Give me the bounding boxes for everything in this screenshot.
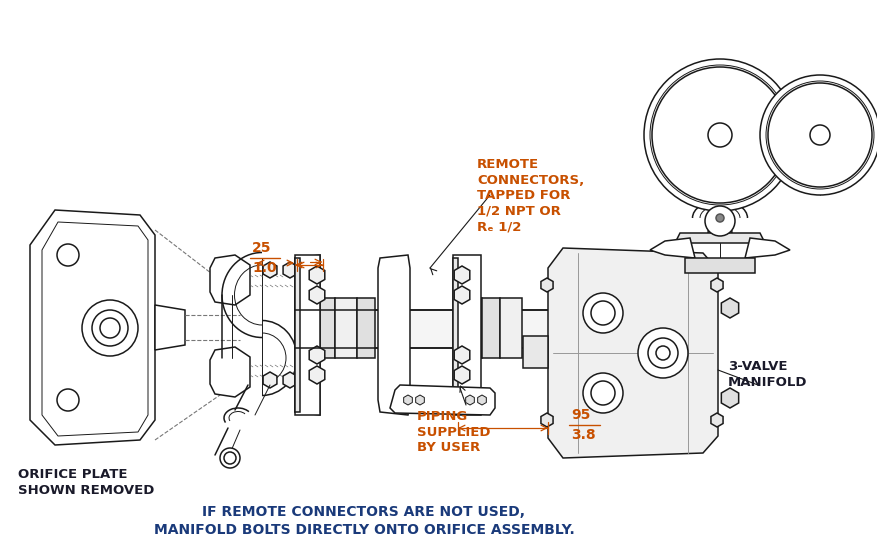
Polygon shape bbox=[650, 238, 695, 258]
Polygon shape bbox=[283, 372, 297, 388]
Circle shape bbox=[583, 373, 623, 413]
Polygon shape bbox=[295, 255, 320, 415]
Bar bbox=[295, 258, 300, 412]
Polygon shape bbox=[478, 395, 487, 405]
Circle shape bbox=[766, 81, 874, 189]
Polygon shape bbox=[378, 255, 410, 415]
Polygon shape bbox=[711, 278, 723, 292]
Polygon shape bbox=[310, 346, 324, 364]
Circle shape bbox=[591, 381, 615, 405]
Circle shape bbox=[638, 328, 688, 378]
Circle shape bbox=[708, 123, 732, 147]
Polygon shape bbox=[42, 222, 148, 436]
Polygon shape bbox=[454, 366, 470, 384]
Polygon shape bbox=[722, 388, 738, 408]
Circle shape bbox=[220, 448, 240, 468]
Polygon shape bbox=[310, 286, 324, 304]
Polygon shape bbox=[541, 278, 553, 292]
Polygon shape bbox=[310, 366, 324, 384]
Polygon shape bbox=[745, 238, 790, 258]
Circle shape bbox=[650, 65, 790, 205]
Circle shape bbox=[583, 293, 623, 333]
Circle shape bbox=[705, 206, 735, 236]
Bar bbox=[295, 310, 555, 348]
Circle shape bbox=[760, 75, 877, 195]
Circle shape bbox=[768, 83, 872, 187]
Polygon shape bbox=[685, 258, 755, 273]
Polygon shape bbox=[263, 262, 277, 278]
Polygon shape bbox=[210, 347, 250, 397]
Bar bbox=[453, 258, 458, 412]
Circle shape bbox=[648, 338, 678, 368]
Circle shape bbox=[57, 244, 79, 266]
Polygon shape bbox=[548, 248, 718, 458]
Circle shape bbox=[57, 389, 79, 411]
Circle shape bbox=[810, 125, 830, 145]
Text: ORIFICE PLATE
SHOWN REMOVED: ORIFICE PLATE SHOWN REMOVED bbox=[18, 468, 154, 496]
Bar bbox=[482, 298, 500, 358]
Polygon shape bbox=[711, 413, 723, 427]
Text: REMOTE
CONNECTORS,
TAPPED FOR
1/2 NPT OR
Rₑ 1/2: REMOTE CONNECTORS, TAPPED FOR 1/2 NPT OR… bbox=[477, 158, 584, 233]
Polygon shape bbox=[454, 266, 470, 284]
Circle shape bbox=[716, 214, 724, 222]
Text: MANIFOLD BOLTS DIRECTLY ONTO ORIFICE ASSEMBLY.: MANIFOLD BOLTS DIRECTLY ONTO ORIFICE ASS… bbox=[153, 523, 574, 537]
Polygon shape bbox=[210, 255, 250, 305]
Polygon shape bbox=[804, 117, 836, 153]
Circle shape bbox=[100, 318, 120, 338]
Text: 95: 95 bbox=[571, 408, 590, 422]
Polygon shape bbox=[454, 286, 470, 304]
Text: IF REMOTE CONNECTORS ARE NOT USED,: IF REMOTE CONNECTORS ARE NOT USED, bbox=[203, 505, 525, 519]
Circle shape bbox=[656, 346, 670, 360]
Polygon shape bbox=[708, 198, 732, 233]
Bar bbox=[453, 255, 481, 415]
Polygon shape bbox=[30, 210, 155, 445]
Text: 25: 25 bbox=[252, 241, 272, 255]
Text: 3.8: 3.8 bbox=[571, 428, 595, 442]
Circle shape bbox=[591, 301, 615, 325]
Bar bbox=[357, 298, 375, 358]
Polygon shape bbox=[466, 395, 474, 405]
Polygon shape bbox=[403, 395, 412, 405]
Bar bbox=[317, 298, 335, 358]
Circle shape bbox=[224, 452, 236, 464]
Polygon shape bbox=[701, 113, 739, 157]
Bar bbox=[460, 298, 482, 358]
Polygon shape bbox=[155, 305, 185, 350]
Text: PIPING
SUPPLIED
BY USER: PIPING SUPPLIED BY USER bbox=[417, 410, 490, 454]
Polygon shape bbox=[390, 385, 495, 415]
Polygon shape bbox=[675, 233, 765, 243]
Circle shape bbox=[644, 59, 796, 211]
Circle shape bbox=[652, 67, 788, 203]
Bar bbox=[295, 255, 320, 415]
Bar bbox=[523, 336, 548, 368]
Polygon shape bbox=[541, 413, 553, 427]
Polygon shape bbox=[263, 372, 277, 388]
Circle shape bbox=[82, 300, 138, 356]
Text: 3-VALVE
MANIFOLD: 3-VALVE MANIFOLD bbox=[728, 360, 808, 389]
Polygon shape bbox=[454, 346, 470, 364]
Polygon shape bbox=[310, 266, 324, 284]
Polygon shape bbox=[773, 115, 783, 155]
Polygon shape bbox=[722, 298, 738, 318]
Bar bbox=[500, 298, 522, 358]
Polygon shape bbox=[283, 262, 297, 278]
Bar bbox=[335, 298, 357, 358]
Bar bbox=[295, 298, 317, 358]
Circle shape bbox=[92, 310, 128, 346]
Polygon shape bbox=[416, 395, 424, 405]
Text: 1.0: 1.0 bbox=[252, 261, 276, 275]
